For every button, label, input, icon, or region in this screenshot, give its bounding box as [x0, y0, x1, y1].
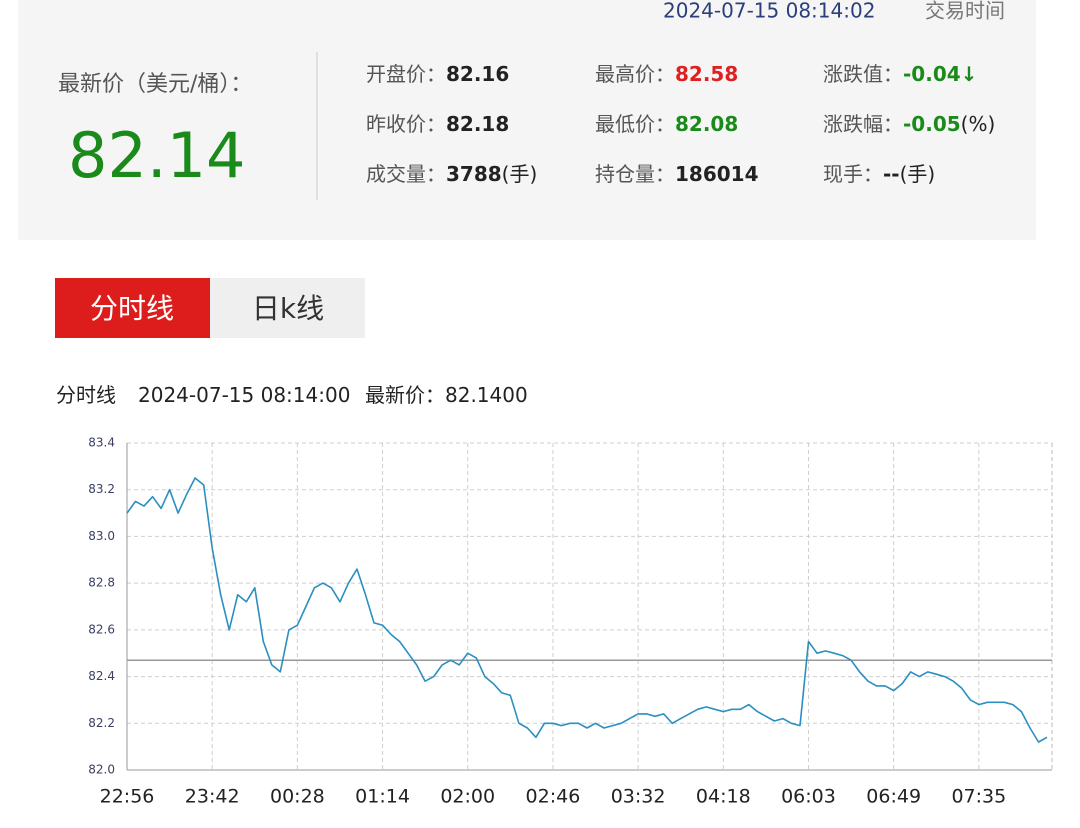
- quote-label: 最低价：: [595, 112, 675, 136]
- quote-unit: (手): [900, 162, 936, 186]
- chart: 82.0 82.2 82.4 82.6 82.8 83.0 83.2 83.4 22:56 23:…: [88, 436, 1053, 808]
- x-tick-label: 03:32: [611, 786, 666, 808]
- quote-value: 186014: [675, 162, 759, 186]
- quote-item: 成交量：3788(手): [366, 162, 537, 186]
- tab[interactable]: [210, 278, 365, 338]
- price: 82.14: [68, 119, 246, 192]
- price-line: [126, 477, 1048, 743]
- quote-value: 82.18: [446, 112, 509, 136]
- tab-label[interactable]: 分时线: [90, 292, 174, 325]
- quote-item: 现手：--(手): [823, 162, 935, 186]
- x-tick-label: 01:14: [355, 786, 410, 808]
- tab-label[interactable]: 日k线: [252, 292, 324, 325]
- quote-item: 涨跌值：-0.04↓: [823, 62, 977, 86]
- quote-value: 3788: [446, 162, 502, 186]
- x-tick-label: 06:49: [866, 786, 921, 808]
- x-tick-label: 00:28: [270, 786, 325, 808]
- x-tick-label: 02:46: [526, 786, 581, 808]
- quote-value: --: [883, 162, 900, 186]
- caption-label: 最新价：: [365, 383, 445, 407]
- quote-grid: 开盘价：82.16 最高价：82.58 涨跌值：-0.04↓ 昨收价：82.18 最低价…: [366, 62, 995, 186]
- quote-item: 昨收价：82.18: [366, 112, 509, 136]
- y-tick-label: 83.0: [88, 529, 115, 543]
- caption: 分时线 2024-07-15 08:14:00 最新价：82.1400: [56, 383, 528, 407]
- quote-label: 昨收价：: [366, 112, 446, 136]
- y-tick-label: 82.2: [88, 716, 115, 730]
- caption-time: 2024-07-15 08:14:00: [138, 383, 350, 407]
- quote-value: 82.58: [675, 62, 738, 86]
- quote-value: 82.08: [675, 112, 738, 136]
- quote-label: 涨跌值：: [823, 62, 903, 86]
- quote-value: -0.05: [903, 112, 961, 136]
- x-tick-label: 02:00: [440, 786, 495, 808]
- quote-item: 最低价：82.08: [595, 112, 738, 136]
- y-tick-label: 82.4: [88, 669, 115, 683]
- timestamp: 2024-07-15 08:14:02: [663, 0, 875, 23]
- quote-panel: [18, 0, 1036, 240]
- quote-label: 成交量：: [366, 162, 446, 186]
- quote-item: 最高价：82.58: [595, 62, 738, 86]
- quote-label: 最高价：: [595, 62, 675, 86]
- price-label: 最新价（美元/桶）：: [58, 72, 252, 97]
- quote-label: 持仓量：: [595, 162, 675, 186]
- y-tick-label: 82.0: [88, 763, 115, 777]
- x-tick-label: 04:18: [696, 786, 751, 808]
- y-tick-label: 83.2: [88, 482, 115, 496]
- y-tick-label: 82.6: [88, 622, 115, 636]
- y-tick-label: 83.4: [88, 436, 115, 450]
- x-tick-label: 22:56: [100, 786, 155, 808]
- caption-title: 分时线: [56, 383, 116, 407]
- quote-label: 现手：: [823, 162, 883, 186]
- quote-unit: (手): [502, 162, 538, 186]
- trade-time: 交易时间: [925, 0, 1005, 23]
- caption-value: 82.1400: [445, 383, 528, 407]
- quote-value: -0.04↓: [903, 62, 977, 86]
- tab-active[interactable]: [55, 278, 210, 338]
- x-tick-label: 07:35: [951, 786, 1006, 808]
- quote-item: 涨跌幅：-0.05(%): [823, 112, 995, 136]
- y-tick-label: 82.8: [88, 576, 115, 590]
- x-tick-label: 23:42: [185, 786, 240, 808]
- quote-label: 开盘价：: [366, 62, 446, 86]
- quote-unit: (%): [961, 112, 996, 136]
- quote-label: 涨跌幅：: [823, 112, 903, 136]
- quote-value: 82.16: [446, 62, 509, 86]
- x-tick-label: 06:03: [781, 786, 836, 808]
- quote-item: 持仓量：186014: [595, 162, 759, 186]
- quote-item: 开盘价：82.16: [366, 62, 509, 86]
